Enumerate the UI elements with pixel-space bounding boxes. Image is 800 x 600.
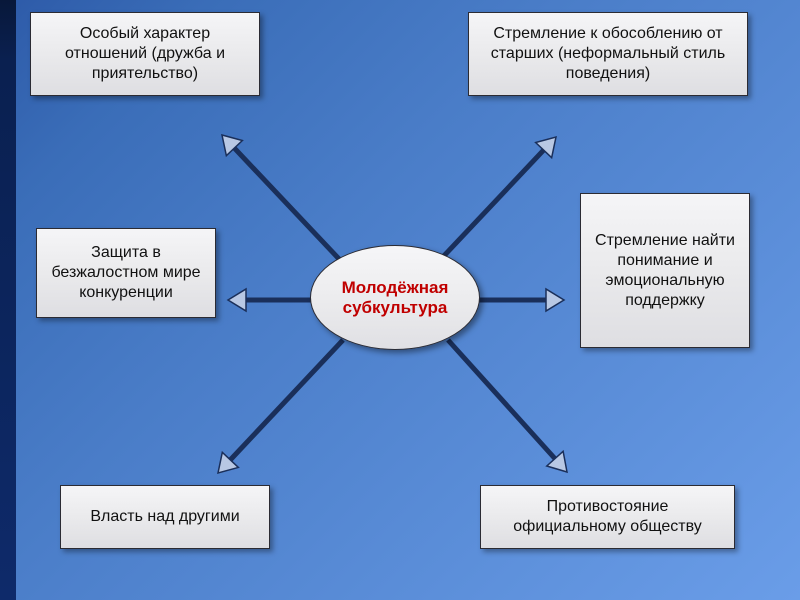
box-top-left: Особый характер отношений (дружба и прия… <box>30 12 260 96</box>
box-left: Защита в безжалостном мире конкуренции <box>36 228 216 318</box>
box-bottom-right-label: Противостояние официальному обществу <box>491 497 724 537</box>
box-right-label: Стремление найти понимание и эмоциональн… <box>591 231 739 311</box>
box-top-left-label: Особый характер отношений (дружба и прия… <box>41 24 249 84</box>
box-bottom-left-label: Власть над другими <box>90 507 239 527</box>
box-bottom-right: Противостояние официальному обществу <box>480 485 735 549</box>
box-left-label: Защита в безжалостном мире конкуренции <box>47 243 205 303</box>
box-top-right: Стремление к обособлению от старших (неф… <box>468 12 748 96</box>
center-node: Молодёжная субкультура <box>310 245 480 350</box>
box-right: Стремление найти понимание и эмоциональн… <box>580 193 750 348</box>
box-top-right-label: Стремление к обособлению от старших (неф… <box>479 24 737 84</box>
diagram-stage: Молодёжная субкультура Особый характер о… <box>0 0 800 600</box>
box-bottom-left: Власть над другими <box>60 485 270 549</box>
center-label: Молодёжная субкультура <box>311 278 479 318</box>
